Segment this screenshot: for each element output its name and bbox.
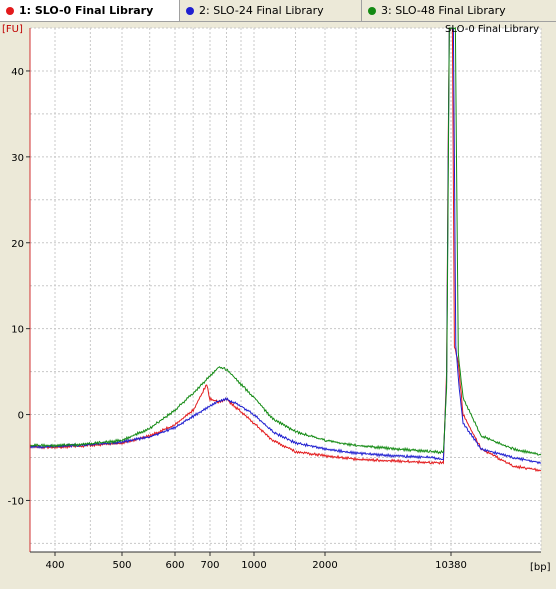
x-tick-label: 400 <box>45 560 64 571</box>
sample-3-color-dot-icon <box>368 6 376 15</box>
tab-sample-1-label: 1: SLO-0 Final Library <box>19 4 154 17</box>
x-tick-label: 700 <box>200 560 219 571</box>
electropherogram-chart: -10 0 10 20 30 40 400 500 600 700 1000 2000 10380 [… <box>0 22 556 586</box>
tab-sample-1[interactable]: 1: SLO-0 Final Library <box>0 0 180 21</box>
y-tick-label: 0 <box>18 411 24 422</box>
sample-tab-bar: 1: SLO-0 Final Library 2: SLO-24 Final L… <box>0 0 556 22</box>
series-line-3 <box>29 27 542 456</box>
x-axis-label: [bp] <box>530 562 551 573</box>
chart-title: SLO-0 Final Library <box>445 24 539 35</box>
x-tick-labels: 400 500 600 700 1000 2000 10380 <box>45 552 467 571</box>
y-tick-label: 30 <box>11 153 24 164</box>
y-axis-label: [FU] <box>2 24 23 35</box>
y-tick-label: -10 <box>8 496 24 507</box>
y-tick-label: 40 <box>11 67 24 78</box>
sample-2-color-dot-icon <box>186 6 194 15</box>
x-tick-label: 10380 <box>435 560 467 571</box>
y-tick-label: 20 <box>11 239 24 250</box>
tab-sample-2-label: 2: SLO-24 Final Library <box>199 4 324 17</box>
series-lines <box>29 27 542 473</box>
sample-1-color-dot-icon <box>6 6 14 15</box>
electropherogram-svg: -10 0 10 20 30 40 400 500 600 700 1000 2000 10380 [… <box>0 22 556 586</box>
plot-area <box>30 28 541 552</box>
series-line-2 <box>29 27 542 465</box>
y-tick-label: 10 <box>11 325 24 336</box>
x-tick-label: 600 <box>165 560 184 571</box>
y-tick-labels: -10 0 10 20 30 40 <box>8 67 30 507</box>
x-tick-label: 1000 <box>241 560 266 571</box>
tab-sample-2[interactable]: 2: SLO-24 Final Library <box>180 0 362 21</box>
x-tick-label: 500 <box>112 560 131 571</box>
x-tick-label: 2000 <box>312 560 337 571</box>
tab-sample-3[interactable]: 3: SLO-48 Final Library <box>362 0 556 21</box>
tab-sample-3-label: 3: SLO-48 Final Library <box>381 4 506 17</box>
